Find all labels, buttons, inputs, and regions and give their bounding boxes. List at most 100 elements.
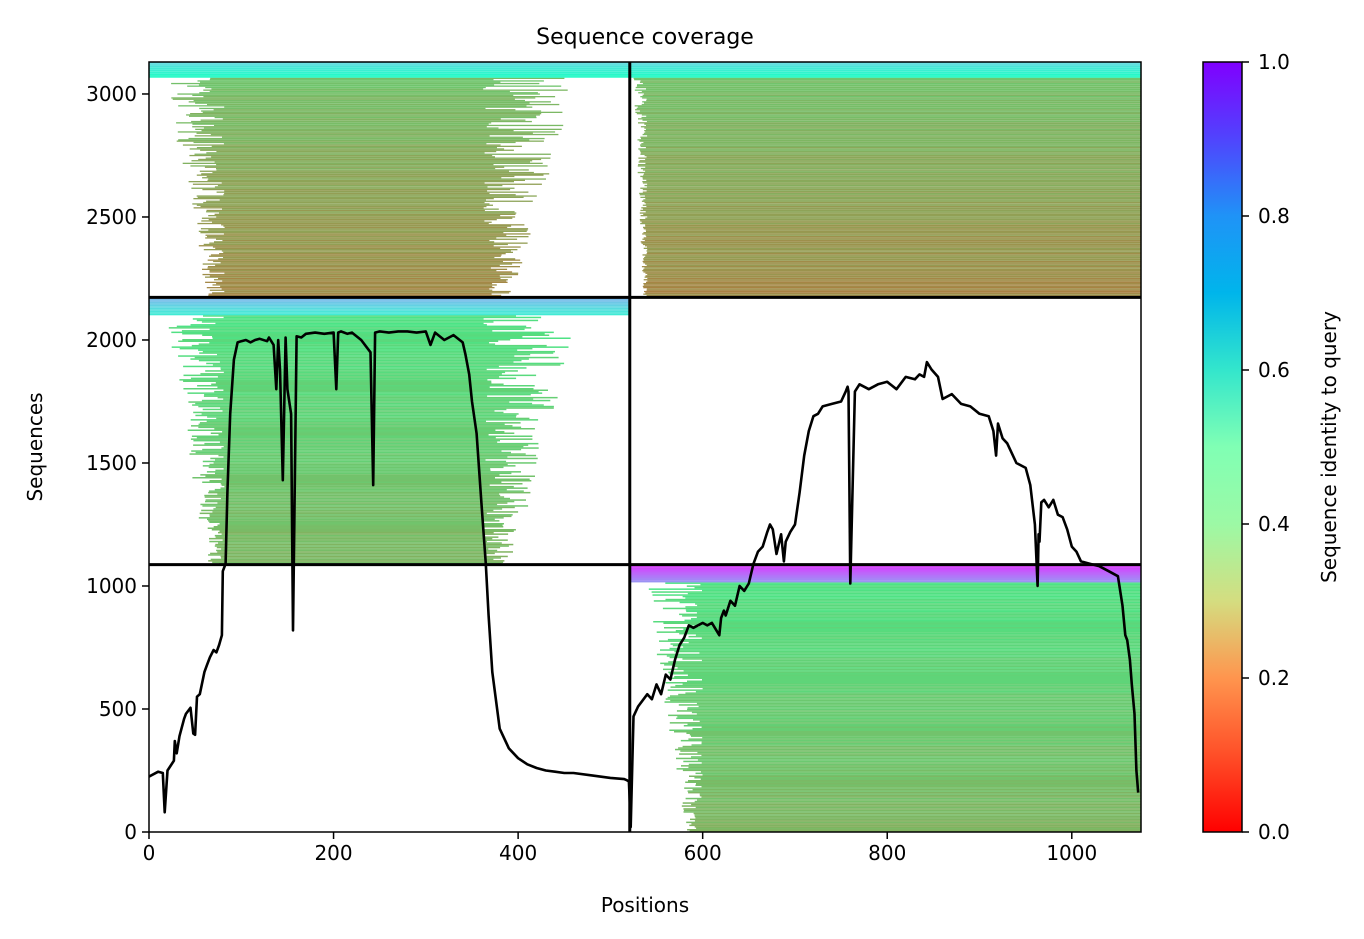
heatmap-row [685,606,1141,608]
heatmap-row [190,377,517,380]
heatmap-row [220,262,523,264]
heatmap-row [207,103,560,106]
heatmap-row [212,364,561,366]
heatmap-row [217,524,503,526]
heatmap-row [192,477,495,479]
heatmap-row [643,132,1141,134]
heatmap-row [177,93,540,95]
heatmap-row [149,304,630,307]
heatmap-row [210,133,559,136]
heatmap-row [202,505,529,507]
heatmap-row [629,580,1141,583]
heatmap-row [149,306,630,308]
heatmap-row [202,177,502,179]
heatmap-row [689,624,1141,626]
heatmap-row [149,307,630,310]
heatmap-row [669,729,1141,731]
heatmap-row [677,716,1141,718]
heatmap-row [668,714,1141,717]
heatmap-row [701,785,1141,788]
heatmap-row [635,111,1141,113]
heatmap-row [629,65,1141,68]
heatmap-row [690,818,1141,821]
heatmap-row [201,220,485,222]
heatmap-row [219,523,504,525]
heatmap-row [207,527,484,529]
heatmap-row [206,362,565,365]
heatmap-row [682,658,1141,660]
heatmap-row [196,436,496,439]
heatmap-row [642,233,1141,235]
colorbar-gradient [1202,61,1243,833]
heatmap-row [695,817,1141,819]
heatmap-row [224,226,508,229]
heatmap-row [219,441,498,443]
heatmap-row [696,713,1141,715]
heatmap-row [667,696,1141,699]
heatmap-row [211,145,522,147]
heatmap-row [186,114,540,116]
heatmap-row [221,288,490,290]
heatmap-row [208,178,546,180]
heatmap-row [190,165,548,167]
heatmap-row [193,207,484,209]
heatmap-row [221,447,539,449]
heatmap-row [669,673,1141,675]
heatmap-row [188,181,514,183]
heatmap-row [644,256,1141,259]
heatmap-row [638,164,1141,166]
heatmap-row [696,827,1141,829]
heatmap-row [639,192,1141,195]
heatmap-row [641,266,1141,268]
heatmap-row [682,595,1141,598]
heatmap-row [629,579,1141,581]
heatmap-row [639,81,1141,83]
heatmap-row [222,208,499,210]
heatmap-row [691,735,1141,737]
y-tick-label: 1000 [86,574,137,598]
heatmap-row [678,704,1141,706]
x-tick-label: 600 [684,841,722,865]
heatmap-row [208,554,487,556]
heatmap-row [629,566,1141,568]
heatmap-row [635,86,1141,89]
heatmap-row [645,225,1141,227]
heatmap-row [669,722,1141,724]
heatmap-row [688,738,1141,740]
heatmap-row [212,337,571,339]
heatmap-row [211,88,484,90]
heatmap-row [214,213,516,215]
heatmap-row [192,318,484,320]
heatmap-row [645,272,1141,274]
heatmap-row [637,165,1141,167]
heatmap-row [670,643,1141,645]
heatmap-row [218,277,501,280]
heatmap-row [643,93,1141,95]
heatmap-row [676,717,1141,720]
heatmap-row [696,702,1141,705]
heatmap-row [195,102,530,104]
heatmap-row [641,200,1141,202]
heatmap-row [219,253,506,255]
heatmap-row [638,92,1141,94]
heatmap-row [213,462,537,464]
heatmap-row [212,171,534,174]
heatmap-row [222,410,495,412]
heatmap-row [149,303,630,305]
heatmap-row [195,414,517,417]
x-tick-label: 200 [314,841,352,865]
heatmap-row [646,289,1141,291]
heatmap-row [223,316,542,319]
heatmap-row [682,802,1141,804]
heatmap-row [192,94,514,96]
heatmap-row [645,234,1141,236]
heatmap-row [697,799,1141,801]
heatmap-row [201,130,514,132]
heatmap-row [209,289,493,291]
heatmap-row [641,116,1141,119]
heatmap-row [191,187,515,189]
heatmap-row [221,478,530,480]
heatmap-row [202,481,502,483]
heatmap-row [691,823,1141,825]
heatmap-row [646,115,1141,117]
